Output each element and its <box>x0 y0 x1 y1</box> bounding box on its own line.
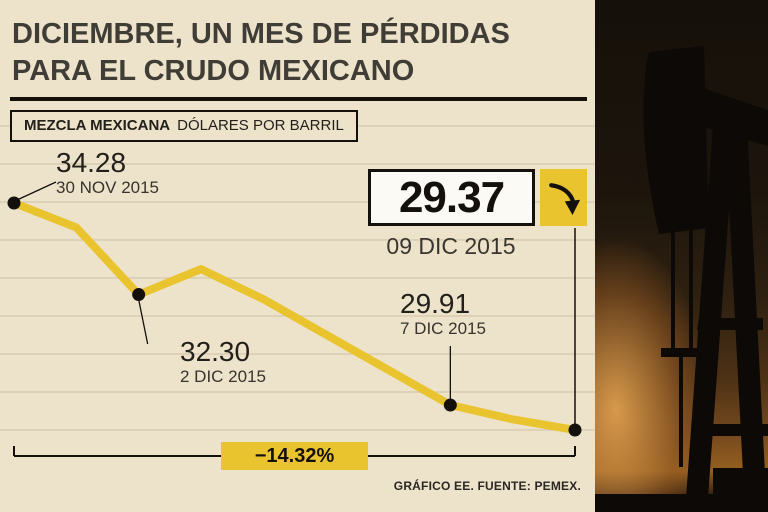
page-title: DICIEMBRE, UN MES DE PÉRDIDAS PARA EL CR… <box>12 16 510 90</box>
title-line-1: DICIEMBRE, UN MES DE PÉRDIDAS <box>12 18 510 50</box>
latest-date: 09 DIC 2015 <box>386 233 516 259</box>
series-name: MEZCLA MEXICANA <box>24 117 171 134</box>
price-line-chart <box>0 125 595 457</box>
downtrend-arrow-icon <box>540 169 587 226</box>
latest-value: 29.37 <box>398 172 505 222</box>
annotation-value: 32.30 <box>180 336 251 367</box>
annotation-value: 34.28 <box>56 147 127 178</box>
annotation-date: 7 DIC 2015 <box>400 319 486 338</box>
latest-value-box: 29.37 <box>368 169 535 226</box>
source-credit: GRÁFICO EE. FUENTE: PEMEX. <box>393 479 581 493</box>
annotation-date: 30 NOV 2015 <box>56 178 160 197</box>
title-line-2: PARA EL CRUDO MEXICANO <box>12 55 415 87</box>
pumpjack-photo <box>595 0 768 512</box>
chart-panel: DICIEMBRE, UN MES DE PÉRDIDAS PARA EL CR… <box>0 0 595 512</box>
annotation-2-dic: 32.30 2 DIC 2015 <box>180 337 266 387</box>
annotation-date: 2 DIC 2015 <box>180 367 266 386</box>
series-units: DÓLARES POR BARRIL <box>177 117 344 134</box>
annotation-30-nov: 34.28 30 NOV 2015 <box>56 148 159 198</box>
annotation-value: 29.91 <box>400 288 471 319</box>
series-label: MEZCLA MEXICANA DÓLARES POR BARRIL <box>10 110 358 142</box>
annotation-7-dic: 29.91 7 DIC 2015 <box>400 289 486 339</box>
title-divider <box>10 97 587 101</box>
change-badge: −14.32% <box>221 442 368 470</box>
pumpjack-silhouette-icon <box>595 46 768 512</box>
arrow-down-right-icon <box>548 182 580 215</box>
